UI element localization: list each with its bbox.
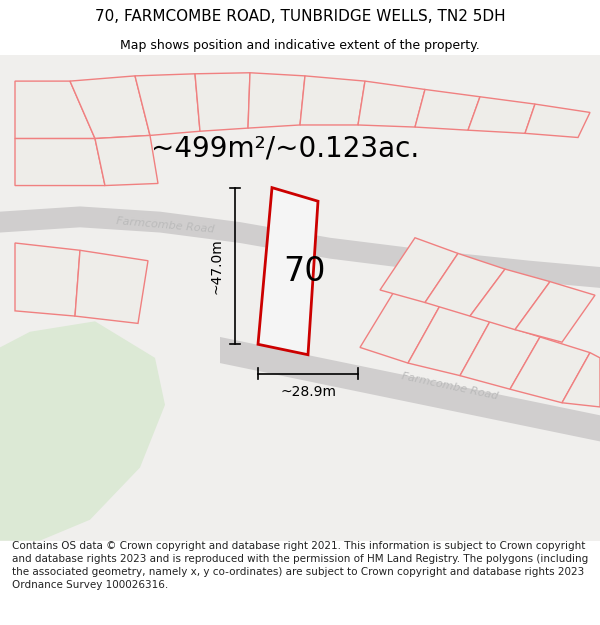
Polygon shape bbox=[525, 104, 590, 138]
Polygon shape bbox=[75, 250, 148, 323]
Polygon shape bbox=[258, 188, 318, 355]
Polygon shape bbox=[70, 76, 150, 139]
Polygon shape bbox=[380, 238, 458, 302]
Polygon shape bbox=[470, 269, 550, 329]
Polygon shape bbox=[358, 81, 425, 127]
Text: Farmcombe Road: Farmcombe Road bbox=[401, 371, 499, 401]
Text: Contains OS data © Crown copyright and database right 2021. This information is : Contains OS data © Crown copyright and d… bbox=[12, 541, 588, 590]
Polygon shape bbox=[220, 337, 600, 441]
Polygon shape bbox=[95, 136, 158, 186]
Polygon shape bbox=[300, 76, 365, 125]
Text: ~499m²/~0.123ac.: ~499m²/~0.123ac. bbox=[151, 135, 419, 163]
Text: 70, FARMCOMBE ROAD, TUNBRIDGE WELLS, TN2 5DH: 70, FARMCOMBE ROAD, TUNBRIDGE WELLS, TN2… bbox=[95, 9, 505, 24]
Polygon shape bbox=[0, 321, 165, 541]
Polygon shape bbox=[15, 243, 80, 316]
Polygon shape bbox=[15, 81, 95, 139]
Text: 70: 70 bbox=[283, 256, 325, 289]
Polygon shape bbox=[360, 290, 440, 363]
Polygon shape bbox=[510, 337, 590, 402]
Polygon shape bbox=[248, 72, 305, 128]
Polygon shape bbox=[515, 282, 595, 342]
Polygon shape bbox=[425, 253, 505, 316]
Polygon shape bbox=[460, 321, 540, 389]
Text: ~28.9m: ~28.9m bbox=[280, 386, 336, 399]
Text: Farmcombe Road: Farmcombe Road bbox=[116, 216, 214, 234]
Polygon shape bbox=[0, 55, 600, 541]
Text: ~47.0m: ~47.0m bbox=[210, 238, 224, 294]
Polygon shape bbox=[195, 72, 250, 131]
Polygon shape bbox=[468, 97, 535, 133]
Text: Map shows position and indicative extent of the property.: Map shows position and indicative extent… bbox=[120, 39, 480, 52]
Polygon shape bbox=[562, 352, 600, 407]
Polygon shape bbox=[15, 139, 105, 186]
Polygon shape bbox=[0, 206, 600, 288]
Polygon shape bbox=[408, 306, 490, 376]
Polygon shape bbox=[135, 74, 200, 136]
Polygon shape bbox=[415, 89, 480, 130]
